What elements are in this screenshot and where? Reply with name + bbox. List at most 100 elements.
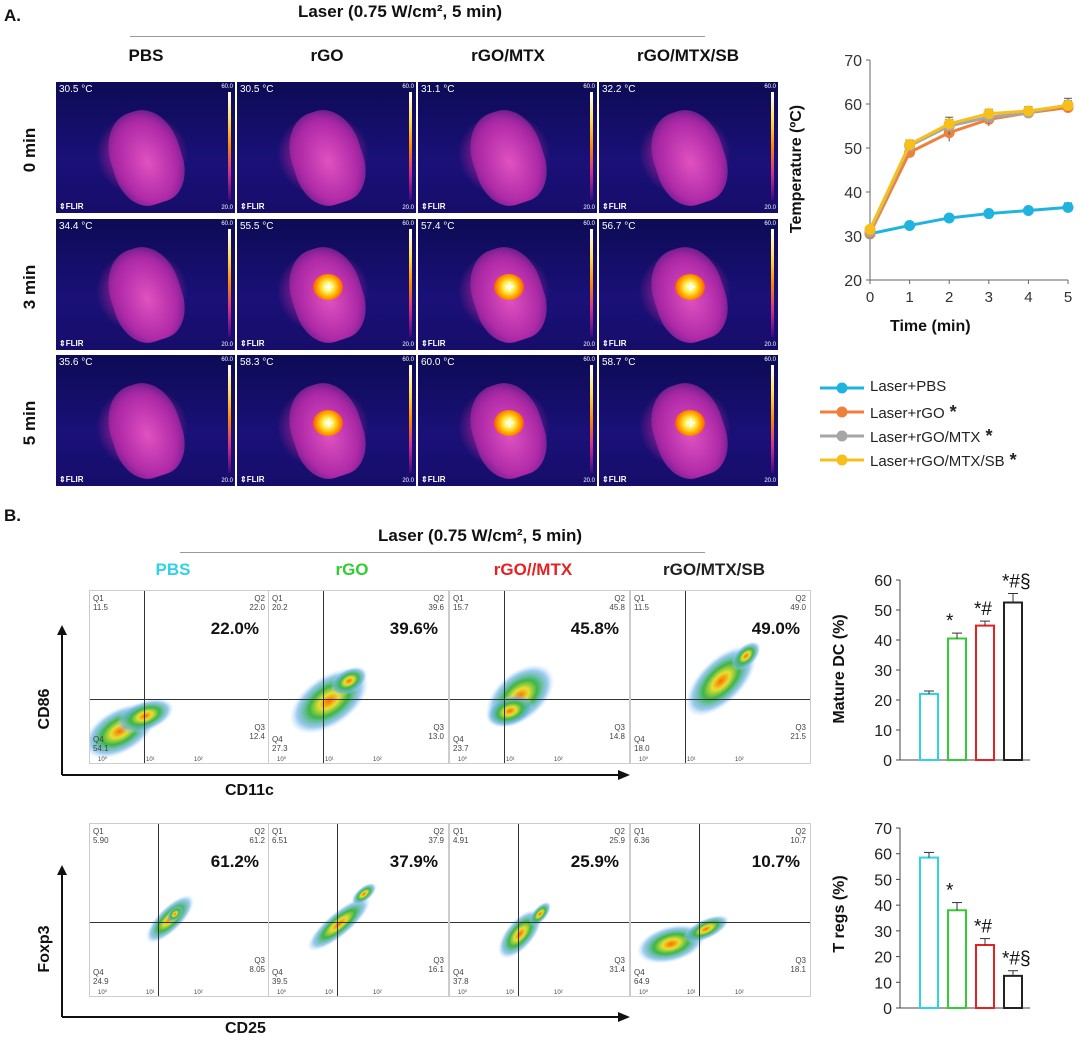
- quadrant-divider-horizontal: [269, 699, 448, 701]
- thermal-temp-readout: 35.6 °C: [59, 357, 93, 368]
- significance-annotation: *#§: [1002, 572, 1031, 593]
- thermal-image: ✛ 58.7 °C 60.0 20.0 ⇕FLIR: [599, 355, 778, 486]
- thermal-color-scale: [590, 92, 593, 200]
- x-log-tick: 10²: [735, 757, 744, 763]
- col-head-rgo-mtx-sb: rGO/MTX/SB: [636, 46, 739, 65]
- scale-min-label: 20.0: [402, 342, 414, 348]
- data-point: [1022, 105, 1034, 117]
- x-log-tick: 10¹: [687, 757, 696, 763]
- thermal-image: 35.6 °C 60.0 20.0 ⇕FLIR: [56, 355, 235, 486]
- q2-label: Q2 37.9: [428, 827, 444, 845]
- q1-label: Q1 4.91: [453, 827, 469, 845]
- thermal-image: ✛ 60.0 °C 60.0 20.0 ⇕FLIR: [418, 355, 597, 486]
- q4-label: Q4 37.8: [453, 968, 469, 986]
- thermal-temp-readout: 31.1 °C: [421, 84, 455, 95]
- q3-label: Q3 18.1: [790, 956, 806, 974]
- flow-scatter: [485, 664, 555, 728]
- q1-label: Q1 20.2: [272, 594, 288, 612]
- x-tick-label: 2: [945, 289, 953, 306]
- y-tick-label: 60: [874, 573, 892, 590]
- q2-label: Q2 39.6: [428, 594, 444, 612]
- q4-label: Q4 23.7: [453, 735, 469, 753]
- q1-label: Q1 11.5: [634, 594, 649, 612]
- bar: [947, 637, 967, 761]
- quadrant-divider-vertical: [503, 591, 505, 763]
- hotspot-marker: [313, 410, 343, 436]
- flow-bottom-axes: [57, 865, 630, 1022]
- scale-min-label: 20.0: [764, 478, 776, 484]
- y-tick-label: 70: [874, 821, 892, 838]
- flir-logo: ⇕FLIR: [59, 202, 84, 211]
- flow-col-head: rGO//MTX: [493, 560, 573, 579]
- quadrant-divider-horizontal: [450, 699, 629, 701]
- y-tick-label: 30: [874, 924, 892, 941]
- q2-label: Q2 49.0: [790, 594, 806, 612]
- flow-col-head: PBS: [155, 560, 191, 579]
- q2-label: Q2 10.7: [790, 827, 806, 845]
- crosshair-icon: ✛: [505, 280, 516, 294]
- y-tick-label: 30: [844, 229, 862, 246]
- thermal-image: 32.2 °C 60.0 20.0 ⇕FLIR: [599, 82, 778, 213]
- quadrant-divider-horizontal: [631, 699, 810, 701]
- row-head-0min: 0 min: [20, 127, 39, 173]
- legend-swatch: [820, 382, 864, 394]
- panel-b-title-rule: [180, 552, 705, 553]
- x-log-tick: 10⁰: [98, 757, 108, 763]
- thermal-temp-readout: 30.5 °C: [59, 84, 93, 95]
- scale-max-label: 60.0: [402, 357, 414, 363]
- flow-bottom-xlabel: CD25: [225, 1020, 266, 1037]
- col-head-rgo-mtx: rGO/MTX: [471, 46, 545, 65]
- flir-logo: ⇕FLIR: [602, 339, 627, 348]
- quadrant-divider-vertical: [518, 824, 520, 996]
- flow-scatter: [145, 894, 195, 944]
- y-tick-label: 50: [844, 141, 862, 158]
- x-log-tick: 10¹: [506, 990, 515, 996]
- x-log-tick: 10¹: [506, 757, 515, 763]
- q2-label: Q2 45.8: [609, 594, 625, 612]
- quadrant-divider-horizontal: [269, 922, 448, 924]
- thermal-image: 34.4 °C 60.0 20.0 ⇕FLIR: [56, 219, 235, 350]
- x-log-tick: 10⁰: [639, 757, 649, 763]
- significance-annotation: *: [946, 881, 954, 902]
- y-tick-label: 0: [883, 1001, 892, 1018]
- y-tick-label: 10: [874, 723, 892, 740]
- quadrant-divider-horizontal: [90, 922, 269, 924]
- x-log-tick: 10²: [735, 990, 744, 996]
- y-tick-label: 20: [844, 273, 862, 290]
- x-log-tick: 10²: [373, 757, 382, 763]
- quadrant-divider-vertical: [699, 824, 701, 996]
- panel-a-title-rule: [130, 36, 705, 37]
- thermal-color-scale: [228, 365, 231, 473]
- bar: [947, 909, 967, 1009]
- flow-plot: Q1 11.5 Q2 22.0 Q4 54.1 Q3 12.4 22.0% 10⁰ 10¹ 10²: [89, 590, 270, 764]
- flir-logo: ⇕FLIR: [602, 202, 627, 211]
- scale-max-label: 60.0: [221, 221, 233, 227]
- series-line: [868, 103, 1069, 231]
- data-point: [904, 138, 916, 150]
- x-log-tick: 10⁰: [458, 757, 468, 763]
- significance-mark: *: [1004, 450, 1017, 470]
- q3-label: Q3 16.1: [428, 956, 444, 974]
- crosshair-icon: ✛: [686, 416, 697, 430]
- flow-top-ylabel: CD86: [36, 688, 53, 730]
- legend-label: Laser+rGO/MTX *: [870, 426, 993, 446]
- thermal-temp-readout: 55.5 °C: [240, 221, 274, 232]
- x-log-tick: 10²: [194, 990, 203, 996]
- thermal-color-scale: [409, 92, 412, 200]
- flow-scatter: [685, 641, 761, 717]
- q3-label: Q3 13.0: [428, 723, 444, 741]
- thermal-temp-readout: 32.2 °C: [602, 84, 636, 95]
- data-point: [983, 208, 995, 220]
- data-point: [943, 212, 955, 224]
- flow-top-xlabel: CD11c: [225, 782, 274, 799]
- q4-label: Q4 54.1: [93, 735, 109, 753]
- flow-scatter: [90, 698, 174, 759]
- hotspot-marker: [494, 274, 524, 300]
- flow-plot: Q1 20.2 Q2 39.6 Q4 27.3 Q3 13.0 39.6% 10⁰ 10¹ 10²: [268, 590, 449, 764]
- thermal-image: 30.5 °C 60.0 20.0 ⇕FLIR: [56, 82, 235, 213]
- flow-scatter: [636, 915, 730, 964]
- quadrant-percentage: 49.0%: [751, 619, 800, 638]
- x-log-tick: 10⁰: [277, 757, 287, 763]
- mouse-silhouette: [641, 101, 737, 213]
- legend-swatch: [820, 430, 864, 442]
